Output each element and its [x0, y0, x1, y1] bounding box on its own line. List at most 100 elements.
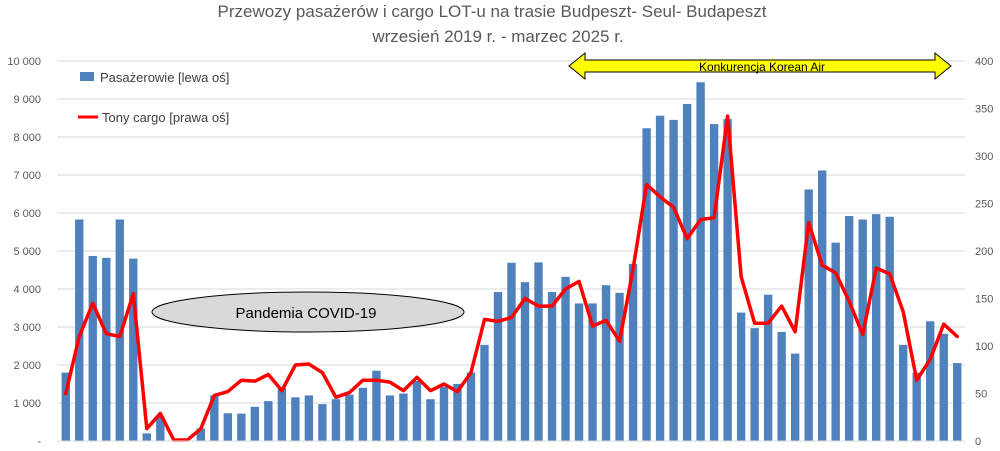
bar — [264, 401, 273, 441]
right-tick-label: 200 — [975, 246, 993, 258]
bar — [723, 119, 732, 441]
cargo-point — [254, 380, 256, 382]
cargo-point — [348, 391, 351, 394]
cargo-point — [524, 297, 526, 300]
bar — [88, 255, 97, 441]
cargo-point — [483, 318, 486, 321]
cargo-point — [686, 237, 688, 240]
cargo-point — [429, 389, 432, 392]
left-tick-label: 6 000 — [13, 208, 41, 220]
bar — [372, 370, 381, 441]
passenger-bars — [61, 82, 962, 442]
cargo-point — [78, 335, 81, 338]
left-tick-label: 1 000 — [13, 398, 41, 410]
cargo-point — [578, 280, 580, 283]
bar — [399, 393, 408, 441]
bar — [601, 285, 611, 441]
cargo-point — [173, 439, 175, 441]
cargo-point — [888, 273, 891, 275]
bar — [466, 372, 476, 441]
cargo-point — [753, 322, 756, 325]
cargo-point — [726, 115, 729, 117]
bar — [953, 363, 962, 441]
bar — [304, 395, 314, 441]
bar — [615, 292, 624, 441]
bar — [385, 395, 395, 441]
cargo-point — [240, 379, 243, 382]
cargo-point — [537, 305, 540, 307]
bar — [642, 128, 651, 441]
cargo-point — [645, 183, 648, 186]
left-tick-label: 4 000 — [13, 284, 41, 296]
bar — [345, 394, 354, 441]
left-tick-label: 10 000 — [7, 56, 41, 68]
cargo-point — [105, 332, 108, 335]
bar — [696, 82, 705, 441]
cargo-point — [416, 376, 418, 379]
chart-subtitle: wrzesień 2019 r. - marzec 2025 r. — [371, 27, 623, 46]
cargo-point — [335, 396, 337, 399]
bar — [520, 282, 530, 441]
cargo-line — [64, 114, 959, 442]
cargo-point — [875, 267, 877, 269]
left-tick-label: - — [37, 436, 41, 448]
cargo-point — [146, 427, 148, 430]
bar — [534, 262, 543, 441]
cargo-point — [672, 206, 675, 209]
cargo-point — [91, 302, 94, 305]
right-tick-label: 0 — [975, 436, 981, 448]
bar — [115, 219, 124, 441]
left-tick-label: 9 000 — [13, 94, 41, 106]
bar — [885, 216, 894, 441]
cargo-point — [402, 389, 405, 392]
cargo-point — [470, 371, 472, 374]
covid-annotation: Pandemia COVID-19 — [151, 291, 465, 333]
cargo-point — [132, 292, 135, 295]
bar — [142, 433, 151, 441]
bar — [669, 119, 678, 442]
bar — [223, 413, 233, 441]
cargo-point — [848, 300, 850, 303]
bar — [574, 303, 584, 441]
cargo-point — [64, 392, 67, 395]
cargo-point — [618, 340, 621, 343]
cargo-point — [321, 371, 324, 374]
right-tick-label: 100 — [975, 341, 993, 353]
bar — [196, 428, 206, 441]
bar — [763, 294, 773, 441]
left-tick-label: 7 000 — [13, 170, 41, 182]
cargo-point — [564, 288, 567, 290]
bar — [129, 258, 138, 441]
bar — [102, 257, 111, 441]
cargo-point — [632, 268, 634, 270]
cargo-point — [956, 335, 959, 338]
cargo-point — [929, 358, 932, 361]
covid-ellipse — [151, 291, 465, 333]
cargo-point — [794, 330, 796, 333]
legend-label-passengers: Pasażerowie [lewa oś] — [100, 70, 229, 85]
bar — [318, 404, 327, 441]
cargo-point — [713, 216, 715, 219]
bar — [480, 344, 489, 441]
cargo-point — [902, 311, 905, 313]
korean-air-label: Konkurencja Korean Air — [699, 60, 825, 74]
right-tick-label: 150 — [975, 294, 993, 306]
cargo-point — [281, 389, 283, 392]
cargo-point — [362, 379, 364, 382]
cargo-point — [267, 373, 270, 376]
cargo-point — [186, 439, 189, 441]
bar — [628, 263, 638, 441]
cargo-point — [227, 390, 229, 393]
cargo-point — [834, 272, 837, 274]
bar — [210, 395, 219, 441]
legend: Pasażerowie [lewa oś] Tony cargo [prawa … — [78, 70, 229, 125]
cargo-point — [915, 379, 918, 382]
bar — [250, 406, 260, 441]
bar — [156, 416, 165, 441]
cargo-point — [294, 364, 297, 366]
bar — [899, 344, 908, 441]
right-tick-label: 250 — [975, 199, 993, 211]
bar — [790, 353, 800, 441]
chart-title: Przewozy pasażerów i cargo LOT-u na tras… — [218, 2, 767, 21]
